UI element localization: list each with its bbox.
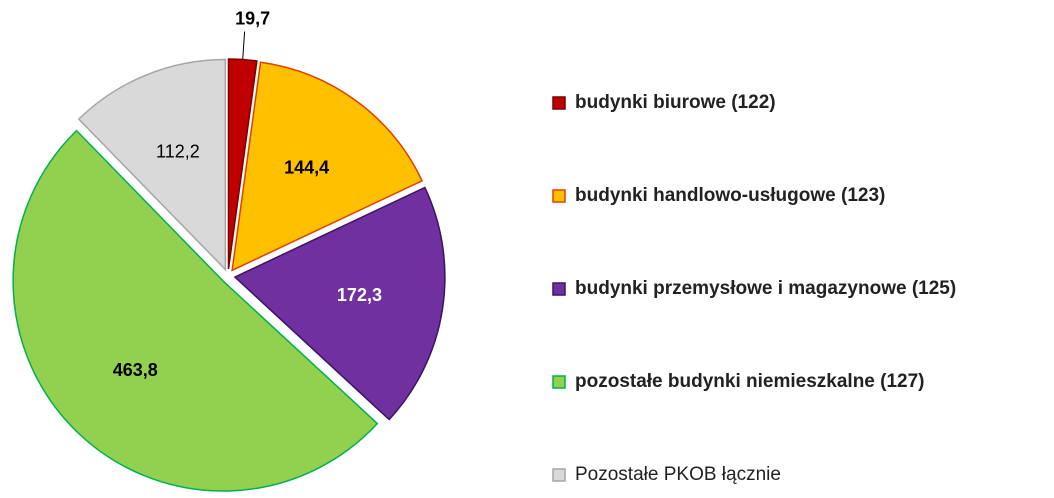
legend-swatch <box>552 282 566 296</box>
slice-label: 463,8 <box>113 360 158 380</box>
legend-label: budynki handlowo-usługowe (123) <box>575 185 885 206</box>
slice-label: 112,2 <box>156 142 200 162</box>
legend-label: pozostałe budynki niemieszkalne (127) <box>575 371 925 392</box>
legend-swatch <box>552 96 566 110</box>
pie-slice <box>233 186 446 421</box>
legend-swatch <box>552 189 566 203</box>
legend-label: Pozostałe PKOB łącznie <box>575 464 781 485</box>
pie-slice <box>231 61 424 272</box>
pie-slice <box>227 58 258 270</box>
pie-slice <box>12 129 379 492</box>
legend-label: budynki przemysłowe i magazynowe (125) <box>575 278 956 299</box>
legend-label: budynki biurowe (122) <box>575 92 776 113</box>
legend-swatch <box>552 468 566 482</box>
slice-label: 19,7 <box>235 8 270 28</box>
slice-label: 144,4 <box>284 158 329 178</box>
leader-line <box>242 31 246 60</box>
pie-slice <box>77 58 227 272</box>
slice-label: 172,3 <box>337 285 382 305</box>
legend-swatch <box>552 375 566 389</box>
